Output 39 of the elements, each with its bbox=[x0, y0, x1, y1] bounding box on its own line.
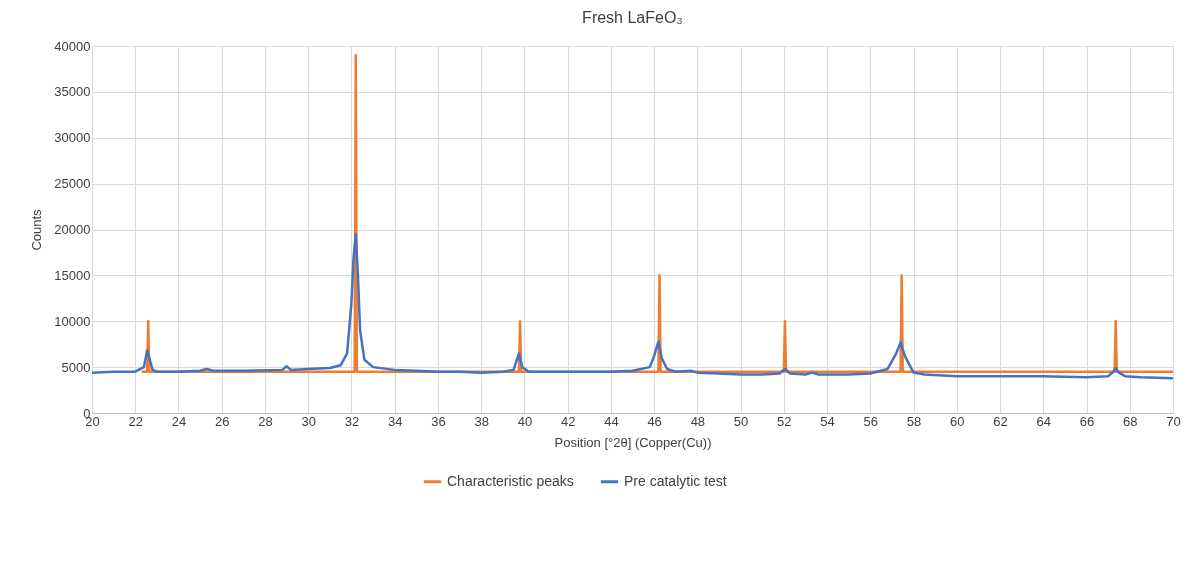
x-tick-label: 42 bbox=[560, 413, 576, 429]
y-tick-label: 40000 bbox=[54, 38, 91, 54]
y-tick-label: 10000 bbox=[54, 313, 91, 329]
x-tick-label: 26 bbox=[214, 413, 230, 429]
x-tick-label: 44 bbox=[604, 413, 619, 429]
y-tick-label: 5000 bbox=[61, 359, 91, 375]
x-tick-label: 34 bbox=[387, 413, 403, 429]
legend-label: Pre catalytic test bbox=[624, 472, 727, 489]
x-tick-label: 22 bbox=[128, 413, 143, 429]
x-tick-label: 66 bbox=[1079, 413, 1095, 429]
chart-title: Fresh LaFeO₃ bbox=[582, 9, 683, 26]
x-tick-label: 48 bbox=[690, 413, 706, 429]
x-tick-label: 28 bbox=[258, 413, 273, 429]
x-tick-label: 32 bbox=[344, 413, 360, 429]
x-tick-label: 54 bbox=[820, 413, 835, 429]
legend-label: Characteristic peaks bbox=[447, 472, 574, 489]
y-tick-label: 20000 bbox=[54, 222, 91, 237]
y-axis-title: Counts bbox=[29, 208, 45, 251]
line-series bbox=[90, 232, 1175, 380]
x-tick-label: 46 bbox=[647, 413, 662, 429]
x-tick-label: 68 bbox=[1123, 413, 1138, 429]
x-tick-label: 58 bbox=[906, 413, 922, 429]
x-tick-label: 38 bbox=[474, 413, 489, 429]
x-axis-title: Position [°2θ] (Copper(Cu)) bbox=[554, 434, 712, 450]
x-tick-label: 36 bbox=[431, 413, 446, 429]
y-tick-label: 30000 bbox=[54, 130, 91, 146]
x-tick-label: 64 bbox=[1036, 413, 1052, 429]
x-tick-label: 50 bbox=[733, 413, 749, 429]
y-tick-label: 35000 bbox=[54, 84, 91, 100]
x-tick-label: 56 bbox=[863, 413, 879, 429]
x-tick-label: 52 bbox=[777, 413, 792, 429]
x-tick-label: 62 bbox=[993, 413, 1008, 429]
y-tick-label: 25000 bbox=[54, 176, 91, 192]
x-tick-label: 60 bbox=[950, 413, 965, 429]
x-tick-label: 70 bbox=[1166, 413, 1181, 429]
x-tick-label: 40 bbox=[517, 413, 533, 429]
x-tick-label: 30 bbox=[301, 413, 316, 429]
x-tick-label: 24 bbox=[171, 413, 187, 429]
y-tick-label: 15000 bbox=[54, 267, 91, 283]
